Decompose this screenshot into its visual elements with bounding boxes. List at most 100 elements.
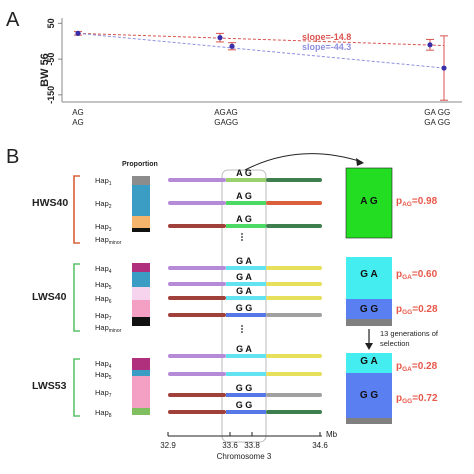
genotype-label: AG: [72, 118, 84, 127]
group-name: LWS53: [32, 380, 67, 392]
box-alleles: G G: [360, 304, 379, 315]
box-alleles: G A: [360, 356, 377, 367]
haplotype-segment-mid: [226, 296, 266, 300]
slope-label: slope=-14.8: [302, 32, 351, 42]
axis-tick-label: 33.6: [222, 441, 238, 450]
box-alleles: G A: [360, 269, 377, 280]
data-point: [75, 31, 80, 36]
frequency-label: pGG=0.28: [396, 304, 438, 316]
haplotype-label: Hapminor: [95, 323, 122, 334]
haplotype-segment-left: [168, 224, 226, 228]
group-bracket: [74, 264, 80, 331]
arrow-head: [356, 158, 364, 166]
allele-pair: A G: [236, 214, 252, 224]
arrow-curve: [245, 154, 362, 170]
data-point: [229, 44, 234, 49]
haplotype-segment-right: [266, 410, 322, 414]
group-bracket: [74, 359, 80, 416]
haplotype-label: Hap3: [95, 222, 112, 233]
haplotype-segment-left: [168, 354, 226, 358]
proportion-segment: [132, 228, 150, 232]
selection-arrow-head: [365, 343, 373, 350]
genotype-label: AG: [226, 108, 238, 117]
box-alleles: A G: [360, 196, 378, 207]
haplotype-label: Hapminor: [95, 235, 122, 246]
haplotype-segment-right: [266, 224, 322, 228]
y-tick-label: 50: [46, 18, 56, 28]
haplotype-segment-right: [266, 393, 322, 397]
slope-label: slope=-44.3: [302, 42, 351, 52]
proportion-segment: [132, 287, 150, 300]
haplotype-segment-right: [266, 178, 322, 182]
data-points: [74, 31, 448, 100]
allele-pair: G A: [236, 344, 252, 354]
haplotype-segment-left: [168, 266, 226, 270]
proportion-segment: [132, 370, 150, 376]
haplotype-label: Hap8: [95, 408, 112, 419]
haplotype-label: Hap7: [95, 311, 112, 322]
allele-pair: G G: [236, 303, 253, 313]
y-tick-label: -50: [46, 53, 56, 66]
genotype-label: GG: [438, 108, 450, 117]
group-lws40: LWS40 Hap4 G A Hap5 G A Hap6 G A Hap7 G G Hapmino…: [32, 256, 322, 334]
selection-note: 13 generations of: [380, 329, 439, 338]
haplotype-segment-right: [266, 282, 322, 286]
allele-pair: A G: [236, 191, 252, 201]
genotype-label: GA: [214, 118, 226, 127]
y-ticks: 50 -50 -150: [46, 18, 62, 104]
data-point: [441, 65, 446, 70]
trend-line: [78, 33, 444, 45]
haplotype-label: Hap4: [95, 264, 112, 275]
allele-pair: A G: [236, 168, 252, 178]
proportion-segment: [132, 408, 150, 415]
proportion-segment: [132, 176, 150, 185]
frequency-label: pGG=0.72: [396, 393, 438, 405]
ellipsis-dot: [241, 239, 243, 241]
haplotype-segment-right: [266, 354, 322, 358]
trend-line: [78, 33, 444, 68]
haplotype-segment-left: [168, 313, 226, 317]
axis-unit: Mb: [326, 430, 338, 439]
x-genotype-labels: AGAGAGGAAGGGGAGAGGGG: [72, 108, 450, 127]
allele-pair: G A: [236, 286, 252, 296]
freq-box-other: [346, 319, 392, 326]
ellipsis-dot: [241, 233, 243, 235]
haplotype-segment-mid: [226, 393, 266, 397]
group-name: HWS40: [32, 197, 68, 209]
proportion-segment: [132, 185, 150, 216]
population-groups: HWS40Hap1A GHap2A GHap3A GHapminorLWS40H…: [32, 168, 322, 419]
haplotype-segment-mid: [226, 354, 266, 358]
haplotype-segment-mid: [226, 266, 266, 270]
genotype-label: GA: [424, 118, 436, 127]
axis-tick-label: 33.8: [244, 441, 260, 450]
panel-a-label: A: [6, 9, 20, 31]
y-tick-label: -150: [46, 86, 56, 104]
freq-box-other: [346, 418, 392, 424]
haplotype-label: Hap1: [95, 176, 112, 187]
frequency-label: pGA=0.28: [396, 361, 438, 373]
proportion-label: Proportion: [122, 161, 158, 168]
haplotype-segment-mid: [226, 178, 266, 182]
haplotype-segment-right: [266, 313, 322, 317]
genotype-label: GG: [226, 118, 238, 127]
haplotype-segment-mid: [226, 410, 266, 414]
proportion-segment: [132, 358, 150, 370]
proportion-segment: [132, 300, 150, 317]
allele-pair: G A: [236, 272, 252, 282]
haplotype-segment-mid: [226, 224, 266, 228]
allele-pair: G A: [236, 256, 252, 266]
haplotype-segment-left: [168, 372, 226, 376]
frequency-boxes: A GpAG=0.98G ApGA=0.60G GpGG=0.28G ApGA=…: [346, 168, 439, 424]
haplotype-segment-left: [168, 282, 226, 286]
haplotype-segment-right: [266, 296, 322, 300]
group-hws40: HWS40 Hap1 A G Hap2 A G Hap3 A G Hapminor: [32, 168, 322, 246]
haplotype-segment-left: [168, 393, 226, 397]
haplotype-segment-left: [168, 410, 226, 414]
haplotype-label: Hap4: [95, 359, 112, 370]
group-bracket: [74, 176, 80, 243]
ellipsis-dot: [241, 331, 243, 333]
haplotype-segment-mid: [226, 372, 266, 376]
